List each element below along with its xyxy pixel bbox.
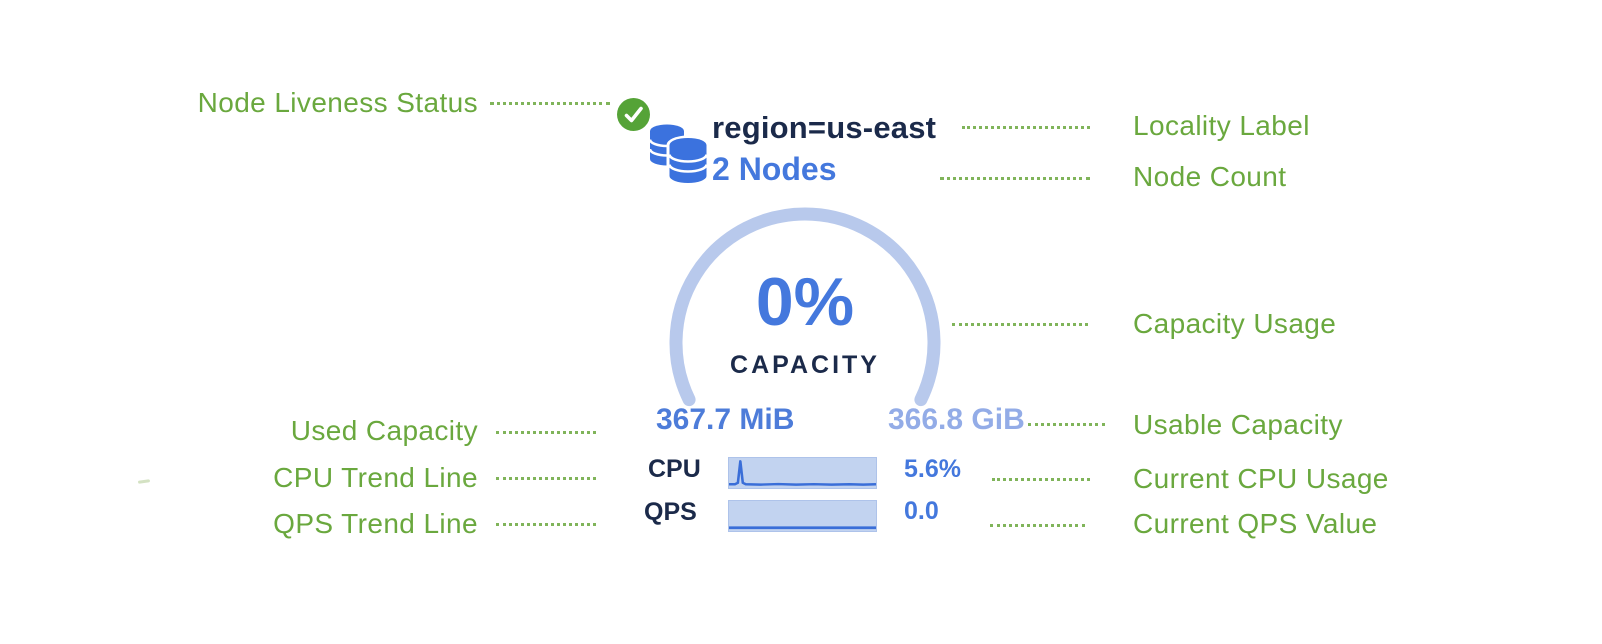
qps-value: 0.0 [904,497,939,525]
node-count-text: 2 Nodes [712,151,837,187]
leader-line-current-cpu [992,478,1090,481]
used-capacity-value: 367.7 MiB [656,403,795,436]
database-stack-icon [645,119,711,187]
leader-line-node-liveness [490,102,610,105]
annotation-qps-trend: QPS Trend Line [273,508,478,539]
annotation-usable-capacity: Usable Capacity [1133,409,1343,440]
cpu-value: 5.6% [904,455,961,483]
locality-label-text: region=us-east [712,110,937,145]
annotation-node-liveness: Node Liveness Status [197,87,478,118]
leader-line-cpu-trend [496,477,596,480]
capacity-gauge-arc [669,207,941,407]
annotation-locality-label: Locality Label [1133,110,1310,141]
usable-capacity-value: 366.8 GiB [888,403,1025,436]
annotation-node-count: Node Count [1133,161,1287,192]
leader-line-node-count [940,177,1090,180]
check-circle-icon [616,97,651,132]
cpu-trend-line [729,460,876,486]
annotation-used-capacity: Used Capacity [290,415,478,446]
leader-line-current-qps [990,524,1085,527]
cpu-label: CPU [648,455,701,483]
qps-label: QPS [644,498,697,526]
annotation-capacity-usage: Capacity Usage [1133,308,1337,339]
capacity-caption: CAPACITY [730,351,880,379]
annotation-current-qps: Current QPS Value [1133,508,1378,539]
leader-line-capacity-usage [952,323,1088,326]
capacity-percent: 0% [755,264,855,340]
leader-line-used-capacity [496,431,596,434]
cpu-sparkline [728,457,877,489]
annotation-current-cpu: Current CPU Usage [1133,463,1389,494]
qps-sparkline [728,500,877,532]
leader-line-qps-trend [496,523,596,526]
annotation-cpu-trend: CPU Trend Line [273,462,478,493]
leader-line-locality [962,126,1090,129]
leader-line-usable-capacity [1028,423,1105,426]
